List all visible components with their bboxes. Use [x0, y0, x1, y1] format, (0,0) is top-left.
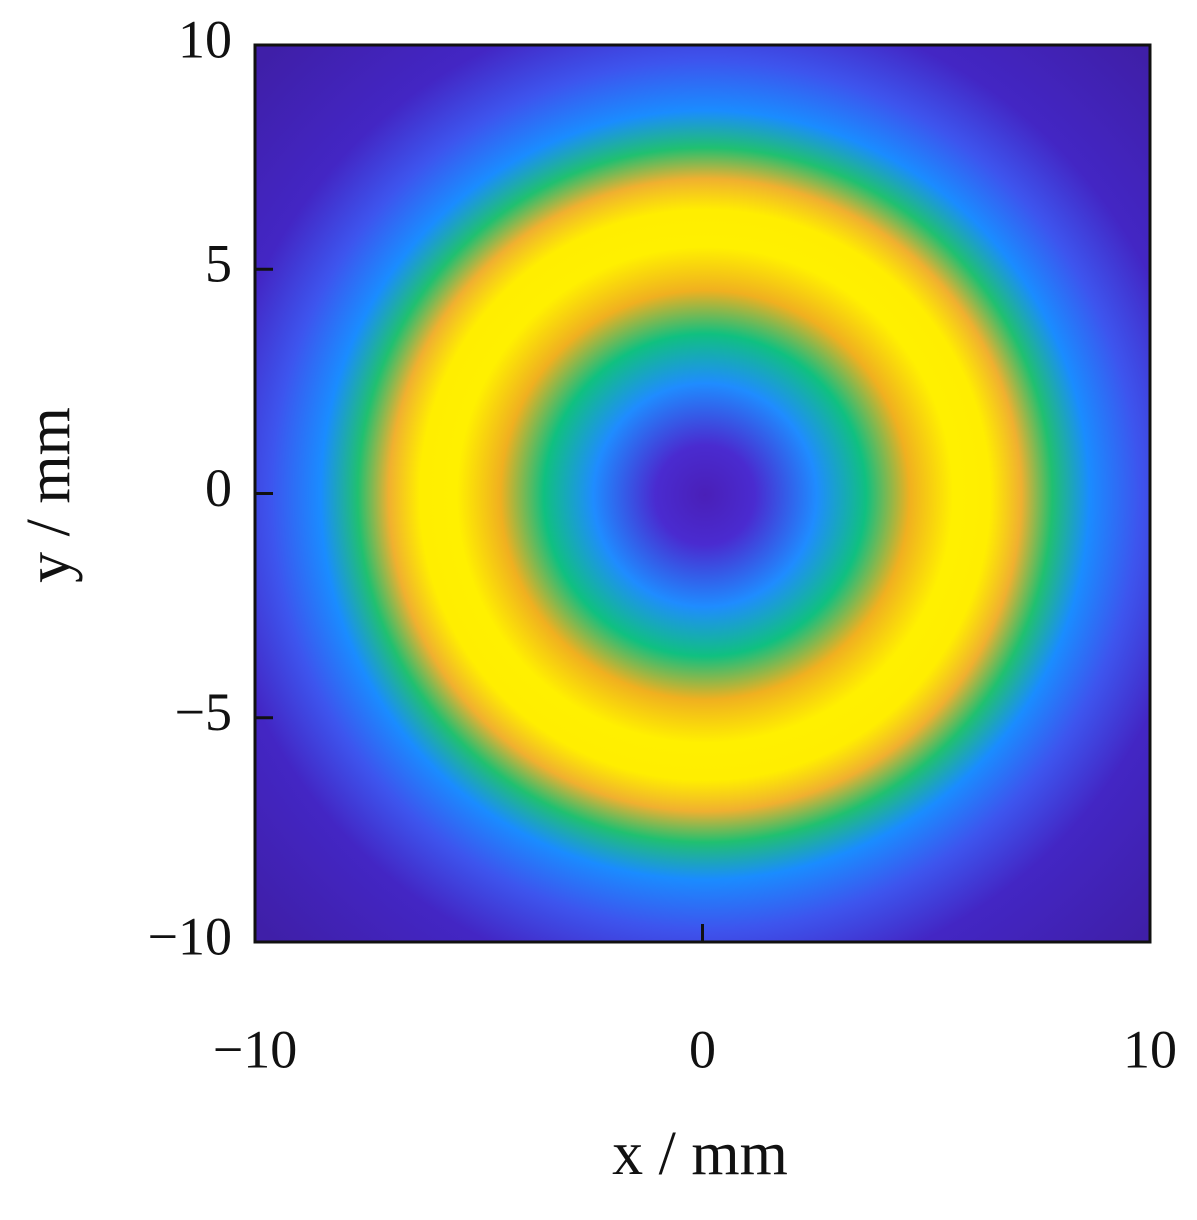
x-tick-label: −10 — [213, 1019, 297, 1079]
x-tick-label: 0 — [689, 1019, 716, 1079]
y-tick-label: 5 — [205, 234, 232, 294]
x-axis-label: x / mm — [612, 1120, 788, 1188]
y-tick-label: 10 — [178, 9, 232, 69]
y-tick-label: 0 — [205, 458, 232, 518]
y-tick-label: −5 — [175, 682, 232, 742]
intensity-field — [255, 45, 1150, 942]
y-axis-label: y / mm — [15, 407, 83, 583]
y-tick-label: −10 — [148, 906, 232, 966]
x-tick-label: 10 — [1123, 1019, 1177, 1079]
